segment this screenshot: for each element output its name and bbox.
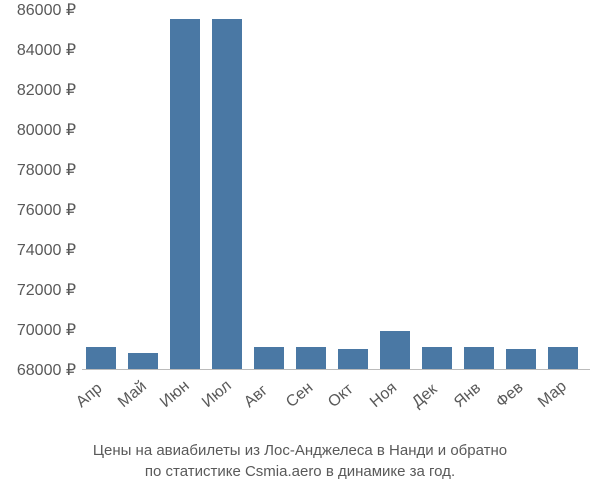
caption-line-2: по статистике Csmia.aero в динамике за г… xyxy=(145,463,455,480)
y-tick-label: 80000 ₽ xyxy=(17,120,76,140)
y-tick-label: 86000 ₽ xyxy=(17,0,76,20)
y-tick-label: 84000 ₽ xyxy=(17,40,76,60)
bar xyxy=(254,347,284,369)
bar xyxy=(380,331,410,369)
y-tick-label: 72000 ₽ xyxy=(17,280,76,300)
y-tick-label: 74000 ₽ xyxy=(17,240,76,260)
x-tick-label: Авг xyxy=(241,382,272,412)
x-tick-label: Апр xyxy=(73,380,106,412)
bar xyxy=(548,347,578,369)
y-tick-label: 82000 ₽ xyxy=(17,80,76,100)
x-tick-label: Май xyxy=(115,378,151,412)
x-tick-label: Ноя xyxy=(367,379,401,412)
y-tick-label: 68000 ₽ xyxy=(17,360,76,380)
chart-caption: Цены на авиабилеты из Лос-Анджелеса в На… xyxy=(0,440,600,482)
bar xyxy=(128,353,158,369)
x-tick-label: Июл xyxy=(199,377,235,412)
x-tick-label: Окт xyxy=(325,381,357,412)
caption-line-1: Цены на авиабилеты из Лос-Анджелеса в На… xyxy=(93,442,507,459)
y-tick-label: 78000 ₽ xyxy=(17,160,76,180)
x-tick-label: Дек xyxy=(409,381,441,412)
y-axis: 68000 ₽ 70000 ₽ 72000 ₽ 74000 ₽ 76000 ₽ 78000… xyxy=(0,0,82,380)
bar xyxy=(464,347,494,369)
x-axis: АпрМайИюнИюлАвгСенОктНояДекЯнвФевМар xyxy=(82,370,590,430)
x-tick-label: Мар xyxy=(535,378,571,412)
x-tick-label: Июн xyxy=(157,377,193,412)
bar xyxy=(422,347,452,369)
bar xyxy=(338,349,368,369)
plot-area xyxy=(82,10,590,370)
x-tick-label: Янв xyxy=(451,379,485,411)
price-chart: 68000 ₽ 70000 ₽ 72000 ₽ 74000 ₽ 76000 ₽ 78000… xyxy=(0,0,600,440)
y-tick-label: 70000 ₽ xyxy=(17,320,76,340)
x-tick-label: Фев xyxy=(493,379,527,412)
bar xyxy=(170,19,200,369)
bar xyxy=(296,347,326,369)
y-tick-label: 76000 ₽ xyxy=(17,200,76,220)
bar xyxy=(506,349,536,369)
x-tick-label: Сен xyxy=(283,379,317,412)
bar xyxy=(86,347,116,369)
bar xyxy=(212,19,242,369)
